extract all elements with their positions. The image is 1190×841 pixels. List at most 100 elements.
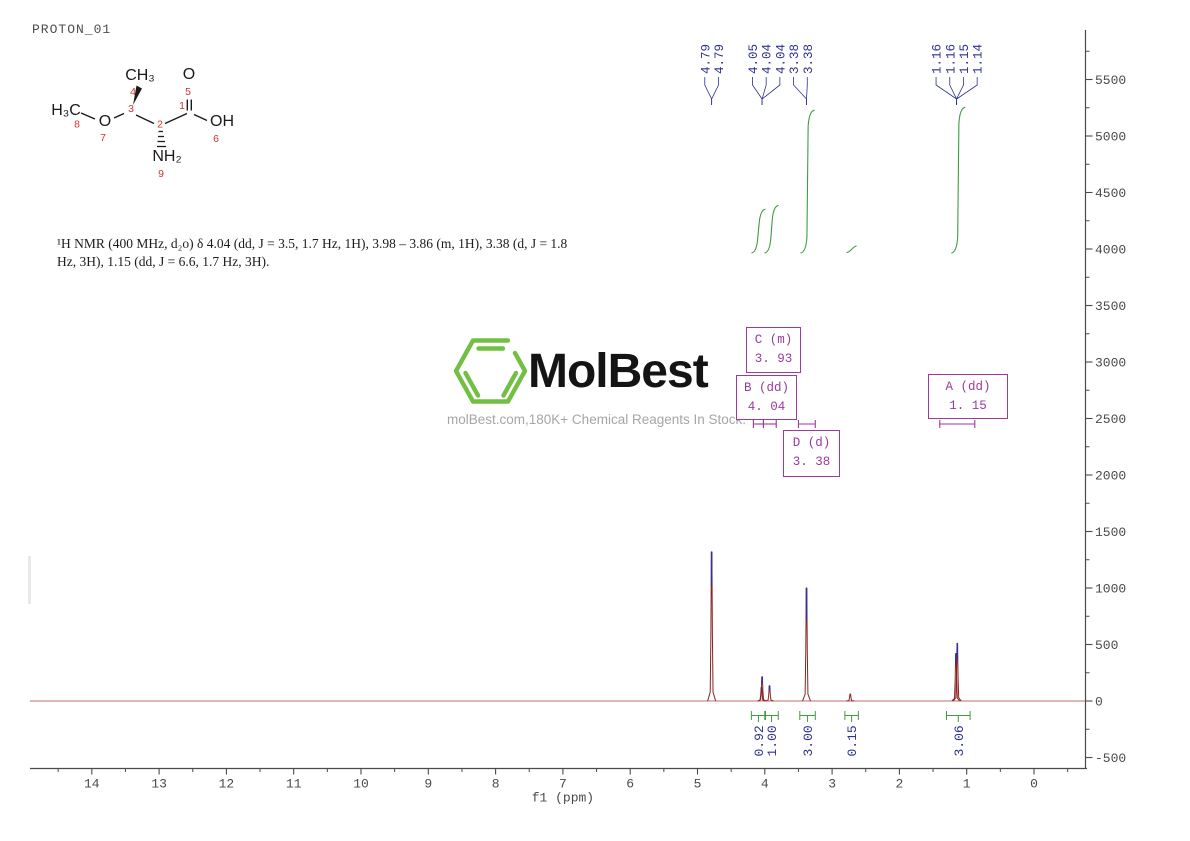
- peak-label-connector: [761, 77, 781, 105]
- y-axis-tick-label: 2000: [1095, 469, 1126, 484]
- multiplet-box-shift: 1. 15: [949, 399, 987, 413]
- molbest-tagline: molBest.com,180K+ Chemical Reagents In S…: [447, 412, 747, 427]
- atom-number-9: 9: [158, 168, 164, 180]
- atom-number-5: 5: [185, 86, 191, 98]
- x-axis-tick-label: 12: [219, 777, 235, 792]
- atom-number-2: 2: [157, 119, 163, 131]
- integral-value: 1.00: [765, 725, 780, 756]
- y-axis-tick-label: 500: [1095, 638, 1118, 653]
- nmr-assignment-line1: ¹H NMR (400 MHz, d₂o) δ 4.04 (dd, J = 3.…: [57, 236, 568, 251]
- integral-value: 3.06: [952, 725, 967, 756]
- atom-label-ether-o: O: [99, 113, 111, 130]
- peak-label: 4.04: [774, 44, 788, 74]
- atom-number-6: 6: [213, 133, 219, 145]
- y-axis-tick-label: 3000: [1095, 356, 1126, 371]
- x-axis-tick-label: 8: [492, 777, 500, 792]
- peak-label: 4.05: [747, 44, 761, 74]
- peak-label-connector: [949, 77, 958, 105]
- nmr-peak: [846, 693, 855, 702]
- atom-number-8: 8: [74, 119, 80, 131]
- wedge-bond: [133, 85, 142, 105]
- integral-curve: [951, 106, 966, 254]
- peak-label: 3.38: [788, 44, 802, 74]
- multiplet-box-b[interactable]: B (dd) 4. 04: [736, 375, 797, 420]
- peak-label-connector: [752, 77, 763, 105]
- peak-label-connector: [704, 77, 713, 105]
- integral-value: 0.15: [845, 725, 860, 756]
- x-axis-tick-label: 4: [761, 777, 769, 792]
- peak-label: 1.14: [972, 44, 986, 74]
- atom-label-carbonyl-o: O: [183, 66, 195, 83]
- y-axis-tick-label: 1000: [1095, 582, 1126, 597]
- x-axis-tick-label: 0: [1030, 777, 1038, 792]
- y-axis-tick-label: 4000: [1095, 243, 1126, 258]
- atom-label-h3c: H₃C: [51, 102, 81, 119]
- multiplet-box-label: A (dd): [945, 380, 991, 394]
- y-axis-tick-label: 2500: [1095, 412, 1126, 427]
- hashed-wedge-bond: [157, 130, 166, 148]
- page-edge-artifact: [28, 556, 31, 604]
- peak-label: 1.16: [931, 44, 945, 74]
- multiplet-box-shift: 4. 04: [747, 400, 786, 414]
- peak-label: 4.79: [699, 44, 713, 74]
- multiplet-box-shift: 3. 38: [792, 455, 831, 469]
- peak-label: 1.15: [958, 44, 972, 74]
- integral-curve: [764, 204, 779, 254]
- x-axis-tick-label: 7: [559, 777, 567, 792]
- peak-label-connector: [806, 77, 808, 105]
- integral-curve: [846, 245, 857, 254]
- atom-number-4: 4: [130, 86, 136, 98]
- peak-label: 4.04: [761, 44, 775, 74]
- molbest-wordmark: MolBest: [528, 345, 709, 398]
- integral-value: 0.92: [752, 725, 767, 756]
- integral-value: 3.00: [801, 725, 816, 756]
- y-axis-tick-label: 0: [1095, 695, 1103, 710]
- multiplet-box-a[interactable]: A (dd) 1. 15: [928, 374, 1008, 419]
- peak-label-connector: [793, 77, 807, 105]
- atom-number-7: 7: [100, 132, 106, 144]
- integral-curve: [751, 208, 766, 254]
- y-axis-tick-label: 5000: [1095, 130, 1126, 145]
- molecule-structure: CH₃ O H₃C O OH NH₂ 4 5 8 7 3 2 1 6 9: [51, 66, 234, 180]
- peak-label-connector: [956, 77, 964, 105]
- integral-curve: [800, 109, 815, 254]
- x-axis-tick-label: 1: [963, 777, 971, 792]
- peak-label: 1.16: [944, 44, 958, 74]
- atom-label-ch3: CH₃: [125, 67, 155, 84]
- nmr-assignment-line2: Hz, 3H), 1.15 (dd, J = 6.6, 1.7 Hz, 3H).: [57, 253, 270, 269]
- x-axis-tick-label: 13: [151, 777, 167, 792]
- y-axis-tick-label: 1500: [1095, 525, 1126, 540]
- x-axis-tick-label: 10: [353, 777, 369, 792]
- peak-label-connector: [711, 77, 719, 105]
- multiplet-box-shift: 3. 93: [754, 352, 793, 366]
- x-axis-tick-label: 11: [286, 777, 302, 792]
- y-axis-tick-label: 3500: [1095, 299, 1126, 314]
- x-axis-tick-label: 9: [424, 777, 432, 792]
- atom-label-oh: OH: [210, 113, 234, 130]
- peak-label-connector: [956, 77, 978, 105]
- peak-label: 4.79: [713, 44, 727, 74]
- molbest-hexagon-logo: [453, 338, 528, 404]
- atom-number-1: 1: [179, 100, 185, 112]
- x-axis-tick-label: 5: [694, 777, 702, 792]
- peak-label: 3.38: [802, 44, 816, 74]
- x-axis-tick-label: 2: [895, 777, 903, 792]
- multiplet-box-c[interactable]: C (m) 3. 93: [746, 327, 801, 373]
- x-axis-tick-label: 3: [828, 777, 836, 792]
- x-axis-tick-label: 14: [84, 777, 100, 792]
- experiment-title: PROTON_01: [32, 22, 112, 37]
- peak-label-connector: [761, 77, 767, 105]
- multiplet-box-label: D (d): [792, 436, 831, 450]
- peak-label-connector: [935, 77, 958, 105]
- bond-lines: [80, 99, 208, 125]
- y-axis-tick-label: 4500: [1095, 186, 1126, 201]
- y-axis-tick-label: -500: [1095, 751, 1126, 766]
- atom-number-3: 3: [128, 103, 134, 115]
- y-axis-tick-label: 5500: [1095, 73, 1126, 88]
- multiplet-box-d[interactable]: D (d) 3. 38: [783, 430, 840, 477]
- x-axis-tick-label: 6: [626, 777, 634, 792]
- nmr-assignment-text: ¹H NMR (400 MHz, d₂o) δ 4.04 (dd, J = 3.…: [57, 235, 632, 270]
- x-axis-title: f1 (ppm): [532, 791, 594, 806]
